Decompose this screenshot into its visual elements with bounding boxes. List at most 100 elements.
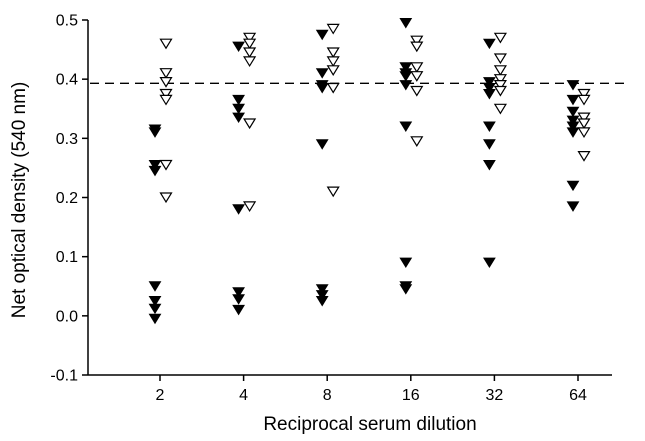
open-triangle-point [326,65,340,76]
open-triangle-point [577,127,591,139]
open-triangle-point [577,118,591,130]
filled-triangle-point [483,83,496,94]
filled-triangle-point [232,287,245,298]
filled-triangle-point [232,204,245,215]
filled-triangle-point [232,103,245,115]
filled-triangle-point [232,294,245,305]
open-triangle-point [410,85,424,97]
open-triangle-point [243,32,257,44]
open-triangle-point [159,94,173,106]
filled-triangle-point [566,201,580,212]
open-triangle-point [326,47,340,59]
open-triangle-point [493,85,507,97]
filled-triangle-point [399,121,413,132]
filled-triangle-point [566,106,580,118]
open-triangle-point [577,112,591,124]
filled-triangle-point [566,94,580,106]
open-triangle-point [326,56,340,68]
x-tick-label: 64 [569,387,587,404]
y-tick-label: 0.1 [56,249,78,266]
open-triangle-point [243,47,257,59]
open-triangle-point [410,71,424,82]
open-triangle-point [410,62,424,73]
filled-triangle-point [315,68,329,79]
filled-triangle-point [566,121,580,132]
open-triangle-point [493,103,507,115]
open-triangle-point [243,56,257,68]
y-axis-ticks: -0.1 0.0 0.1 0.2 0.3 0.4 0.5 [50,13,88,385]
y-tick-label: 0.2 [56,190,78,207]
filled-triangle-point [232,94,245,106]
open-triangle-point [326,82,340,94]
filled-triangle-point [315,139,329,150]
y-tick-label: 0.0 [56,308,78,325]
open-triangle-point [159,192,173,204]
filled-triangle-point [315,296,329,307]
filled-triangle-point [148,303,162,315]
open-triangle-point [243,38,257,50]
filled-triangle-point [566,80,580,91]
open-triangle-point [493,79,507,91]
x-axis-title: Reciprocal serum dilution [263,414,476,435]
filled-triangle-point [148,160,162,171]
filled-triangle-point [232,112,245,124]
y-tick-label: -0.1 [50,368,78,385]
open-triangle-point [410,35,424,47]
filled-triangle-point [399,284,413,295]
open-triangle-point [326,23,340,35]
filled-triangle-point [315,284,329,295]
filled-triangle-point [483,160,496,171]
filled-triangle-point [315,83,329,94]
filled-triangle-point [148,127,162,138]
y-tick-label: 0.4 [56,72,78,89]
filled-triangle-point [148,313,162,325]
filled-triangle-point [566,180,580,192]
open-triangle-point [159,68,173,79]
open-triangle-point [326,186,340,198]
x-axis-ticks: 2 4 8 16 32 64 [156,375,587,404]
filled-triangle-point [148,296,162,307]
filled-triangle-point [399,71,413,82]
filled-triangle-point [232,304,245,316]
open-triangle-point [577,88,591,100]
filled-triangle-point [315,29,329,41]
open-triangle-point [243,201,257,213]
open-triangle-point [410,136,424,147]
filled-triangle-point [566,115,580,127]
filled-triangle-point [232,41,245,53]
open-triangle-point [243,118,257,130]
open-triangle-point [159,38,173,50]
filled-triangle-point [399,18,413,29]
data-points [148,18,591,325]
open-triangle-point [493,32,507,44]
filled-triangle-point [399,62,413,73]
filled-triangle-point [483,257,496,269]
open-triangle-point [410,41,424,53]
open-triangle-point [493,53,507,65]
filled-triangle-point [399,257,413,269]
y-axis-title: Net optical density (540 nm) [9,82,30,319]
open-triangle-point [493,65,507,76]
x-tick-label: 32 [486,387,504,404]
x-tick-label: 16 [402,387,420,404]
x-tick-label: 8 [323,387,332,404]
open-triangle-point [159,76,173,88]
filled-triangle-point [148,281,162,292]
open-triangle-point [577,94,591,106]
filled-triangle-point [566,127,580,138]
filled-triangle-point [148,165,162,177]
filled-triangle-point [483,139,496,150]
y-tick-label: 0.3 [56,131,78,148]
open-triangle-point [159,159,173,171]
filled-triangle-point [483,77,496,88]
filled-triangle-point [483,121,496,132]
x-tick-label: 4 [239,387,248,404]
filled-triangle-point [483,38,496,50]
open-triangle-point [159,88,173,100]
open-triangle-point [493,74,507,85]
x-tick-label: 2 [156,387,165,404]
filled-triangle-point [483,89,496,100]
open-triangle-point [577,151,591,162]
